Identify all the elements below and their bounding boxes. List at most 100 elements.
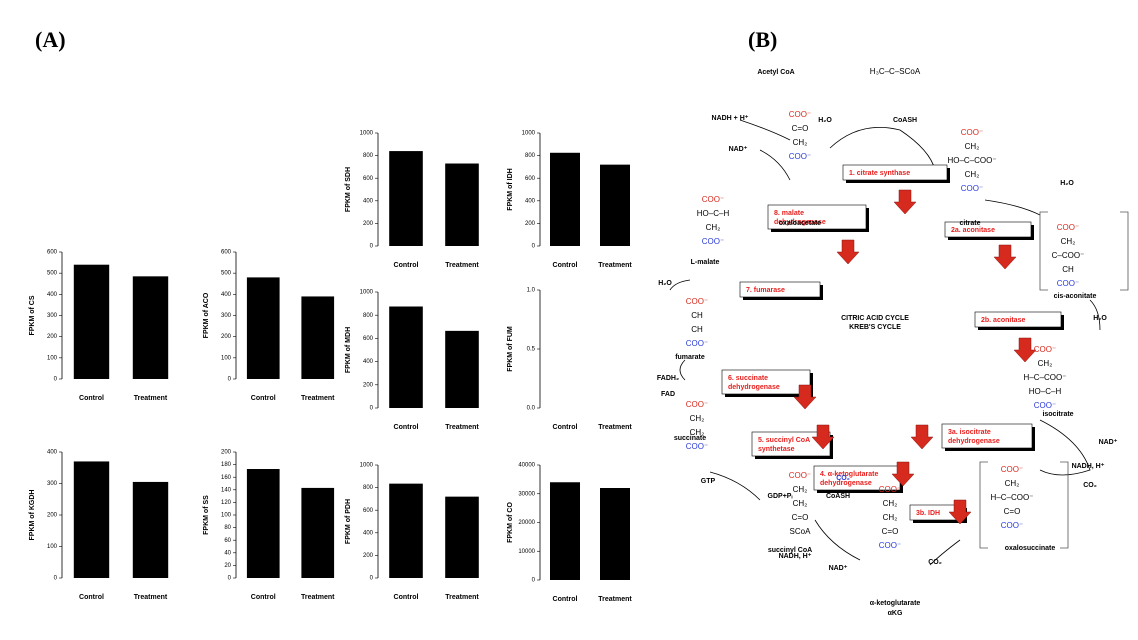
- y-tick-label: 140: [221, 487, 232, 493]
- formula-line: CH₂: [1061, 237, 1076, 246]
- x-tick-label: Control: [553, 596, 578, 603]
- x-tick-label: Treatment: [598, 262, 632, 269]
- x-tick-label: Treatment: [445, 262, 479, 269]
- enzyme-box: [721, 369, 811, 395]
- bar: [445, 163, 479, 246]
- y-tick-label: 500: [47, 271, 58, 277]
- reaction-direction-arrow: [1013, 337, 1037, 363]
- y-tick-label: 400: [525, 198, 536, 204]
- cofactor: CO₂: [928, 559, 942, 566]
- y-tick-label: 500: [221, 271, 232, 277]
- y-tick-label: 1000: [360, 290, 374, 296]
- bar: [550, 152, 580, 246]
- reaction-direction-arrow: [948, 499, 972, 525]
- metabolite-name: citrate: [959, 220, 980, 227]
- x-tick-label: Control: [394, 594, 419, 601]
- bar: [389, 151, 423, 246]
- y-tick-label: 0: [228, 377, 232, 383]
- y-tick-label: 60: [224, 538, 231, 544]
- metabolite-name: L-malate: [691, 259, 720, 266]
- formula-line: COO⁻: [879, 541, 901, 550]
- cofactor: NAD⁺: [729, 146, 748, 153]
- y-tick-label: 1.0: [527, 288, 536, 294]
- cofactor: CoASH: [826, 493, 850, 500]
- cofactor: H₂O: [658, 280, 672, 287]
- y-tick-label: 0: [370, 406, 374, 412]
- y-tick-label: 0: [532, 578, 536, 584]
- formula-line: COO⁻: [789, 110, 811, 119]
- x-tick-label: Treatment: [598, 424, 632, 431]
- enzyme-label: 4. α-ketoglutarate: [820, 471, 878, 478]
- reaction-arrow: [829, 127, 936, 171]
- y-axis-label: FPKM of MDH: [345, 327, 352, 373]
- y-tick-label: 600: [47, 250, 58, 256]
- formula-line: C=O: [792, 124, 809, 133]
- y-tick-label: 400: [47, 292, 58, 298]
- cofactor: NADH + H⁺: [712, 115, 749, 122]
- bracket: [1039, 211, 1048, 291]
- formula-line: COO⁻: [961, 184, 983, 193]
- x-tick-label: Treatment: [134, 594, 168, 601]
- formula-line: CH₂: [883, 513, 898, 522]
- bracket: [1120, 211, 1129, 291]
- enzyme-label: 5. succinyl CoA: [758, 437, 810, 444]
- y-tick-label: 200: [47, 334, 58, 340]
- enzyme-label: 3a. isocitrate: [948, 429, 991, 436]
- reaction-arrow: [679, 359, 686, 381]
- formula-line: CH₂: [793, 485, 808, 494]
- y-tick-label: 1000: [360, 463, 374, 469]
- formula-line: CH₂: [690, 414, 705, 423]
- y-tick-label: 0: [370, 576, 374, 582]
- y-tick-label: 20: [224, 563, 231, 569]
- y-tick-label: 100: [47, 544, 58, 550]
- formula-line: COO⁻: [1034, 401, 1056, 410]
- x-tick-label: Treatment: [301, 594, 335, 601]
- formula-line: COO⁻: [1057, 223, 1079, 232]
- enzyme-label: 3b. IDH: [916, 510, 940, 517]
- y-tick-label: 800: [525, 153, 536, 159]
- x-tick-label: Control: [251, 395, 276, 402]
- cofactor: H₂O: [1060, 180, 1074, 187]
- cofactor: CO₂: [1083, 482, 1097, 489]
- y-tick-label: 800: [363, 485, 374, 491]
- y-tick-label: 40000: [518, 463, 535, 469]
- y-tick-label: 400: [363, 359, 374, 365]
- bar: [246, 277, 280, 379]
- enzyme-label: 8. malate: [774, 210, 804, 217]
- formula-line: C=O: [792, 513, 809, 522]
- y-tick-label: 30000: [518, 491, 535, 497]
- enzyme-box: [941, 423, 1033, 449]
- formula-line: COO⁻: [879, 485, 901, 494]
- bracket: [979, 461, 988, 549]
- formula-line: CH₂: [706, 223, 721, 232]
- formula-line: COO⁻: [686, 442, 708, 451]
- cofactor: H₂O: [818, 117, 832, 124]
- reaction-arrow: [984, 199, 1041, 216]
- formula-line: CH: [691, 311, 703, 320]
- reaction-arrow: [1039, 419, 1091, 476]
- bar: [550, 482, 580, 580]
- x-tick-label: Control: [79, 395, 104, 402]
- bar: [132, 276, 169, 379]
- enzyme-label: dehydrogenase: [948, 438, 1000, 445]
- bar: [445, 330, 479, 408]
- reaction-arrow: [1089, 299, 1101, 331]
- metabolite-name: cis-aconitate: [1054, 293, 1097, 300]
- x-tick-label: Treatment: [445, 594, 479, 601]
- bar: [73, 264, 110, 379]
- y-tick-label: 600: [525, 176, 536, 182]
- metabolite-name: fumarate: [675, 354, 705, 361]
- y-tick-label: 1000: [522, 131, 536, 137]
- formula-line: CH₂: [883, 499, 898, 508]
- enzyme-label: 7. fumarase: [746, 287, 785, 294]
- formula-line: CH₂: [1038, 359, 1053, 368]
- enzyme-label: 2a. aconitase: [951, 227, 995, 234]
- y-tick-label: 1000: [360, 131, 374, 137]
- cycle-title: CITRIC ACID CYCLE: [841, 315, 909, 322]
- cofactor: CoASH: [893, 117, 917, 124]
- x-tick-label: Control: [79, 594, 104, 601]
- formula-line: COO⁻: [702, 195, 724, 204]
- cofactor: GDP+Pᵢ: [768, 493, 793, 500]
- y-tick-label: 100: [221, 355, 232, 361]
- y-tick-label: 300: [47, 313, 58, 319]
